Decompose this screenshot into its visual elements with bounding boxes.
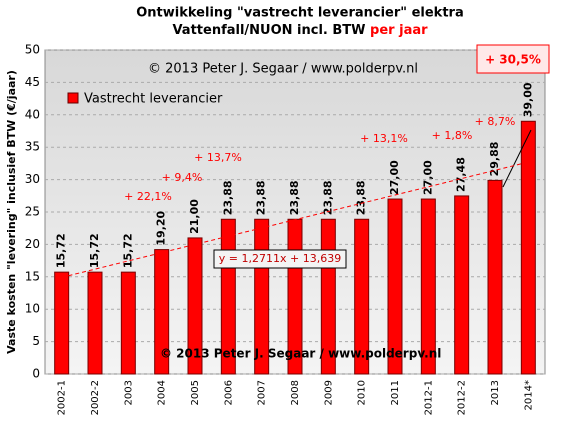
bar <box>120 271 136 375</box>
total-box <box>476 44 550 74</box>
x-tick-label: 2012-1 <box>423 380 434 415</box>
x-tick-label: 2010 <box>357 380 368 405</box>
value-label: 23,88 <box>221 180 234 215</box>
value-label: 23,88 <box>321 180 334 215</box>
bar <box>354 218 370 375</box>
trendline <box>61 161 529 278</box>
title: Vattenfall/NUON incl. BTW per jaar <box>172 23 428 38</box>
value-label: 27,00 <box>388 160 401 195</box>
value-label: 21,00 <box>188 199 201 234</box>
trend-label: y = 1,2711x + 13,639 <box>219 252 341 265</box>
change: + 13,1% <box>360 132 408 145</box>
value-label: 27,48 <box>455 157 468 192</box>
x-tick-label: 2005 <box>190 380 201 405</box>
y-tick-label: 15 <box>25 269 40 283</box>
y-tick-label: 45 <box>25 75 40 89</box>
value-label: 15,72 <box>55 233 68 268</box>
x-tick-label: 2009 <box>323 380 334 405</box>
y-tick-label: 5 <box>32 334 40 348</box>
title: Ontwikkeling "vastrecht leverancier" ele… <box>136 6 463 21</box>
value-label: 19,20 <box>155 210 168 245</box>
change: + 13,7% <box>194 151 242 164</box>
x-tick-label: 2006 <box>223 380 234 405</box>
arrow-line <box>502 129 532 188</box>
total-change: + 30,5% <box>485 53 541 67</box>
x-tick-label: 2003 <box>123 380 134 405</box>
x-tick-label: 2007 <box>257 380 268 405</box>
x-tick-label: 2008 <box>290 380 301 405</box>
x-tick-label: 2002-1 <box>57 380 68 415</box>
title-part: Vattenfall/NUON incl. BTW <box>172 23 370 38</box>
y-tick-label: 30 <box>25 172 40 186</box>
y-tick-label: 0 <box>32 367 40 381</box>
value-label: 39,00 <box>521 82 534 117</box>
change: + 22,1% <box>124 190 172 203</box>
change: + 1,8% <box>432 129 473 142</box>
value-label: 15,72 <box>88 233 101 268</box>
value-label: 23,88 <box>288 180 301 215</box>
y-tick-label: 10 <box>25 302 40 316</box>
change: + 8,7% <box>475 115 516 128</box>
bar <box>487 179 503 375</box>
x-tick-label: 2011 <box>390 380 401 405</box>
bar <box>87 271 103 375</box>
value-label: 27,00 <box>421 160 434 195</box>
bar <box>154 249 170 375</box>
legend-swatch <box>67 92 79 104</box>
x-tick-label: 2004 <box>157 380 168 405</box>
value-label: 15,72 <box>121 233 134 268</box>
x-tick-label: 2012-2 <box>457 380 468 415</box>
x-tick-label: 2002-2 <box>90 380 101 415</box>
y-axis-label: Vaste kosten "levering" inclusief BTW (€… <box>5 70 18 354</box>
value-label: 23,88 <box>255 180 268 215</box>
copyright: © 2013 Peter J. Segaar / www.polderpv.nl <box>160 347 441 361</box>
trend-label-box <box>213 249 347 269</box>
y-tick-label: 50 <box>25 43 40 57</box>
bar <box>420 198 436 375</box>
y-tick-label: 40 <box>25 107 40 121</box>
y-tick-label: 25 <box>25 205 40 219</box>
y-tick-label: 20 <box>25 237 40 251</box>
bar <box>54 271 70 375</box>
value-label: 23,88 <box>355 180 368 215</box>
copyright: © 2013 Peter J. Segaar / www.polderpv.nl <box>148 62 418 77</box>
bar <box>187 237 203 375</box>
legend-label: Vastrecht leverancier <box>84 92 223 107</box>
x-tick-label: 2013 <box>490 380 501 405</box>
change: + 9,4% <box>162 171 203 184</box>
value-label: 29,88 <box>488 142 501 177</box>
title-highlight: per jaar <box>370 23 428 38</box>
y-tick-label: 35 <box>25 140 40 154</box>
bar <box>520 120 536 375</box>
bar <box>387 198 403 375</box>
bar <box>454 195 470 375</box>
x-tick-label: 2014* <box>523 380 534 410</box>
